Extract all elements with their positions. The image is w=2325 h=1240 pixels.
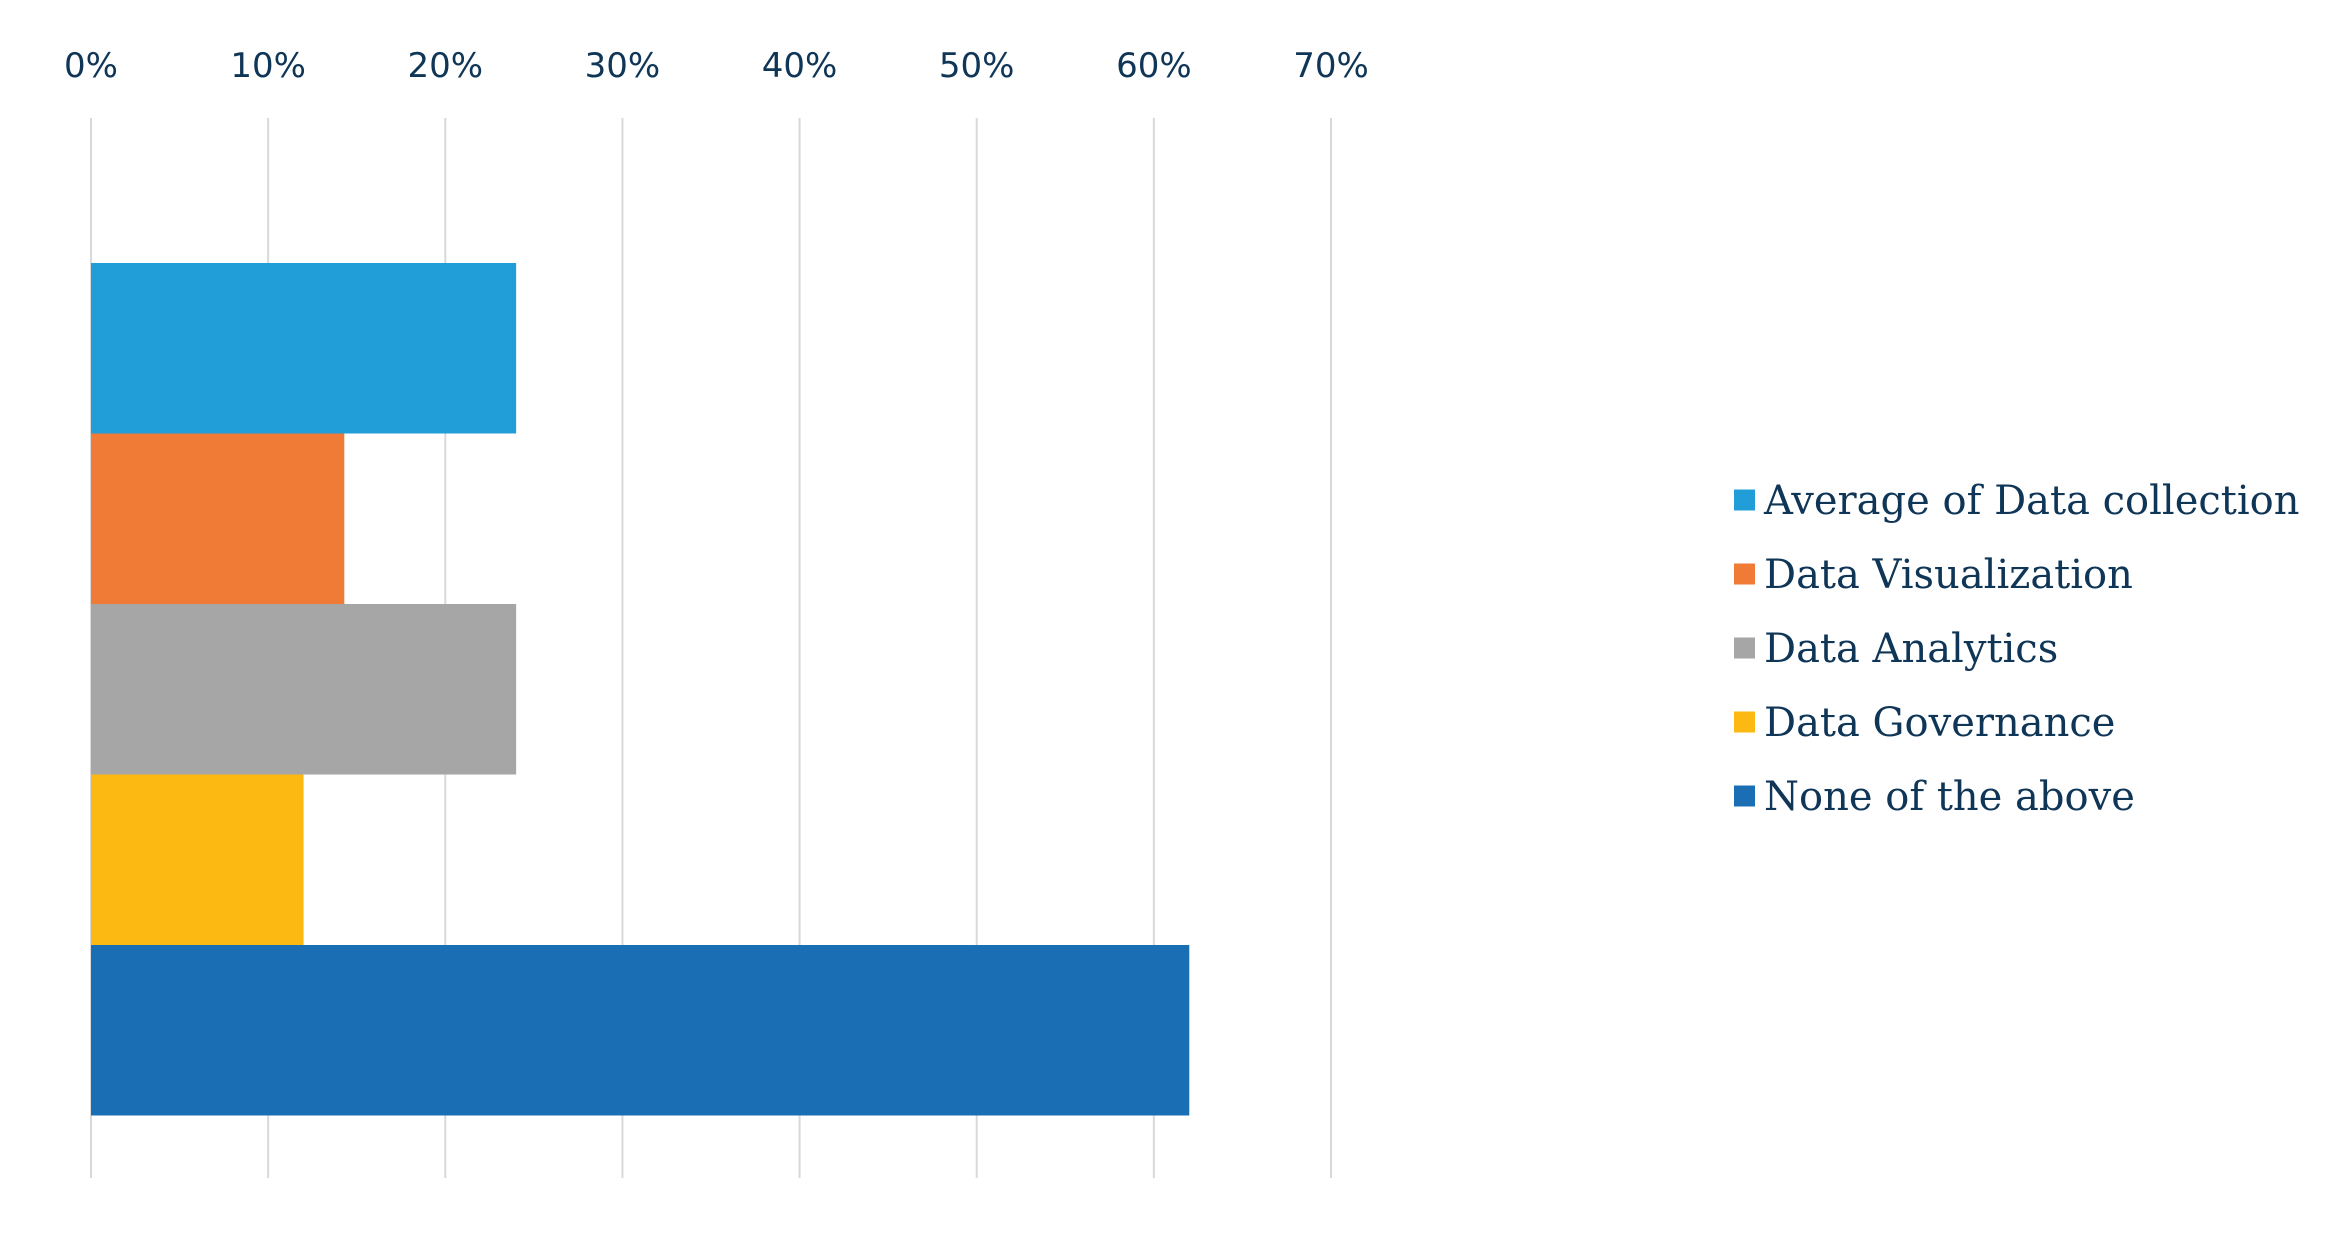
x-tick-label: 50% (939, 46, 1015, 86)
legend-swatch (1734, 785, 1755, 807)
legend-item: None of the above (1734, 774, 2135, 820)
bar (91, 263, 517, 434)
x-tick-label: 70% (1293, 46, 1369, 86)
legend-label: Average of Data collection (1763, 478, 2300, 524)
legend-item: Average of Data collection (1734, 478, 2300, 524)
legend-label: Data Visualization (1764, 552, 2133, 598)
bar (91, 433, 345, 604)
x-tick-label: 0% (64, 46, 118, 86)
x-tick-label: 40% (762, 46, 838, 86)
legend-label: None of the above (1764, 774, 2135, 820)
legend-item: Data Governance (1734, 700, 2115, 746)
x-axis-tick-labels: 0% 10% 20% 30% 40% 50% 60% 70% (64, 46, 1369, 86)
x-tick-label: 30% (585, 46, 661, 86)
legend-swatch (1734, 637, 1755, 659)
legend-item: Data Analytics (1734, 626, 2058, 672)
legend-label: Data Analytics (1764, 626, 2058, 672)
legend-label: Data Governance (1764, 700, 2115, 746)
bar (91, 604, 517, 775)
legend-swatch (1734, 711, 1755, 733)
legend-swatch (1734, 563, 1755, 585)
legend-swatch (1734, 489, 1755, 511)
bar (91, 774, 304, 945)
bar (91, 945, 1190, 1116)
x-tick-label: 10% (230, 46, 306, 86)
bars (91, 263, 1190, 1116)
x-tick-label: 20% (407, 46, 483, 86)
x-tick-label: 60% (1116, 46, 1192, 86)
legend-item: Data Visualization (1734, 552, 2133, 598)
legend: Average of Data collection Data Visualiza… (1734, 478, 2300, 820)
